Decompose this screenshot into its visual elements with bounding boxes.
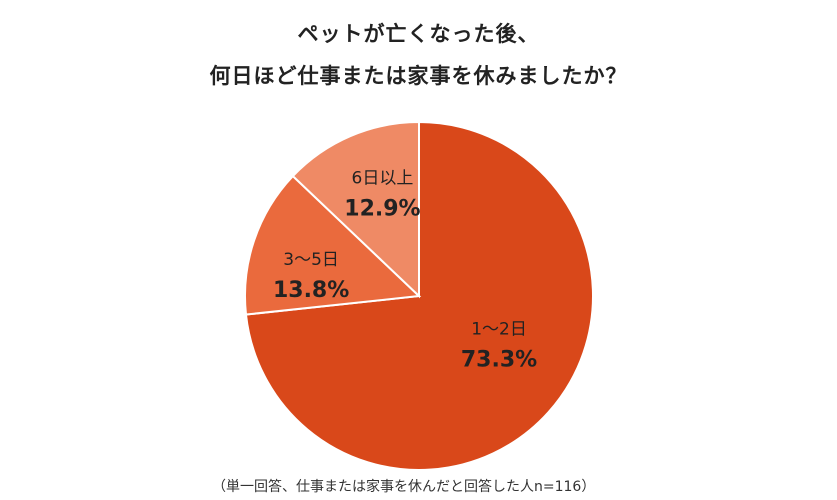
pie-slice-2 (244, 174, 422, 316)
slice-value-label: 12.9% (344, 196, 420, 221)
slice-category-label: 1～2日 (471, 320, 527, 340)
pie-slice-3 (291, 120, 420, 299)
slice-category-label: 3～5日 (283, 250, 339, 270)
slice-category-label: 6日以上 (352, 168, 414, 188)
chart-title-line-1: ペットが亡くなった後、 (297, 22, 540, 46)
sample-note: （単一回答、仕事または家事を休んだと回答した人n=116） (212, 479, 596, 495)
chart-title-line-2: 何日ほど仕事または家事を休みましたか？ (209, 64, 628, 88)
slice-value-label: 13.8% (273, 278, 349, 303)
slice-value-label: 73.3% (461, 348, 537, 373)
